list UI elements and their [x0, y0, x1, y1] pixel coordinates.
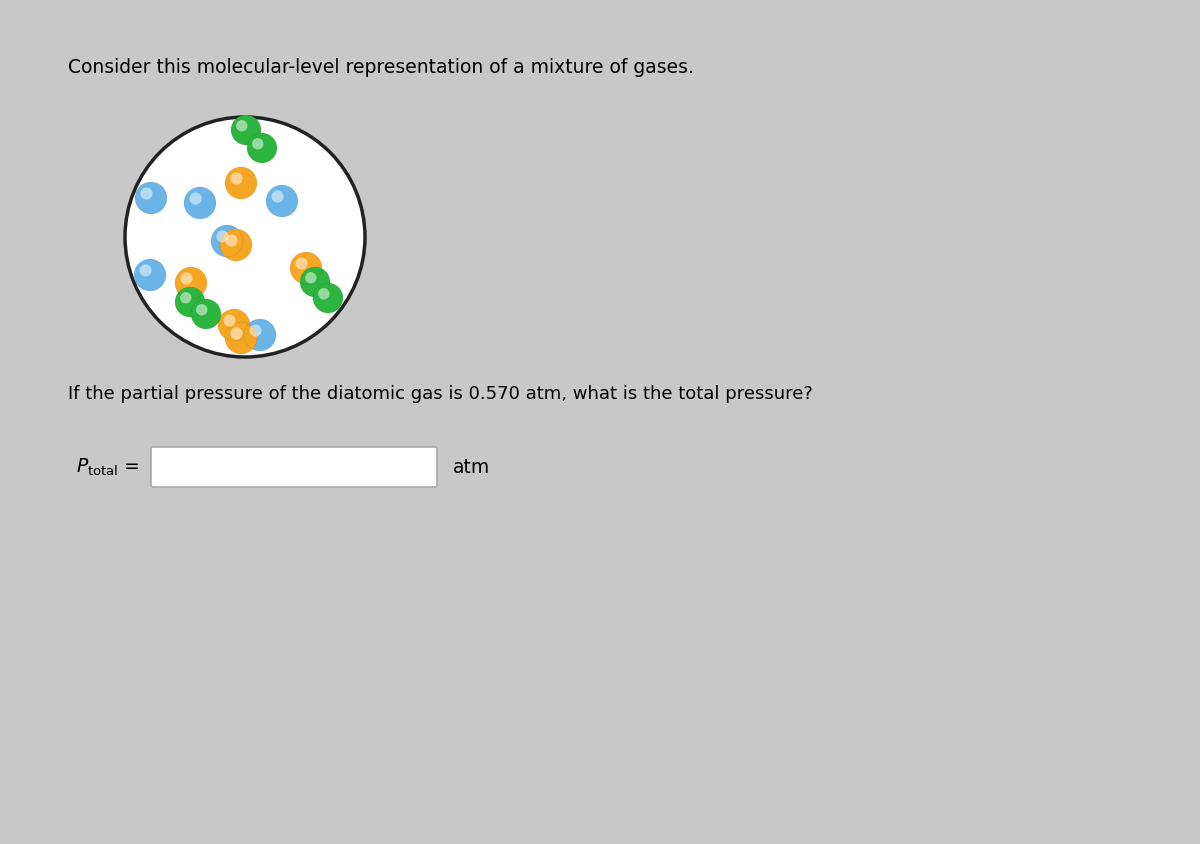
Circle shape [250, 324, 262, 337]
Text: $\mathit{P}_{\mathrm{total}}$ =: $\mathit{P}_{\mathrm{total}}$ = [76, 457, 139, 478]
Circle shape [230, 327, 242, 339]
Circle shape [134, 182, 167, 214]
Circle shape [266, 185, 298, 217]
Circle shape [180, 273, 192, 284]
Circle shape [175, 287, 205, 317]
Circle shape [295, 257, 307, 269]
Circle shape [134, 259, 166, 291]
Circle shape [247, 133, 277, 163]
Circle shape [125, 117, 365, 357]
Circle shape [196, 304, 208, 316]
Circle shape [140, 187, 152, 199]
Circle shape [223, 315, 235, 327]
Circle shape [305, 272, 317, 284]
Circle shape [211, 225, 242, 257]
Text: Consider this molecular-level representation of a mixture of gases.: Consider this molecular-level representa… [68, 58, 694, 77]
FancyBboxPatch shape [151, 447, 437, 487]
Text: If the partial pressure of the diatomic gas is 0.570 atm, what is the total pres: If the partial pressure of the diatomic … [68, 385, 812, 403]
Circle shape [271, 191, 283, 203]
Text: atm: atm [452, 457, 491, 477]
Circle shape [218, 309, 250, 341]
Circle shape [252, 138, 264, 149]
Circle shape [220, 229, 252, 261]
Circle shape [300, 267, 330, 297]
Circle shape [224, 167, 257, 199]
Circle shape [236, 120, 247, 132]
Circle shape [175, 267, 206, 299]
Circle shape [290, 252, 322, 284]
Circle shape [313, 283, 343, 313]
Circle shape [226, 235, 238, 246]
Circle shape [139, 264, 151, 277]
Circle shape [180, 292, 192, 304]
Circle shape [216, 230, 228, 242]
Circle shape [230, 115, 260, 145]
Circle shape [244, 319, 276, 351]
Circle shape [190, 192, 202, 204]
Circle shape [318, 288, 330, 300]
Circle shape [191, 299, 221, 329]
Circle shape [184, 187, 216, 219]
Circle shape [230, 172, 242, 185]
Circle shape [224, 322, 257, 354]
